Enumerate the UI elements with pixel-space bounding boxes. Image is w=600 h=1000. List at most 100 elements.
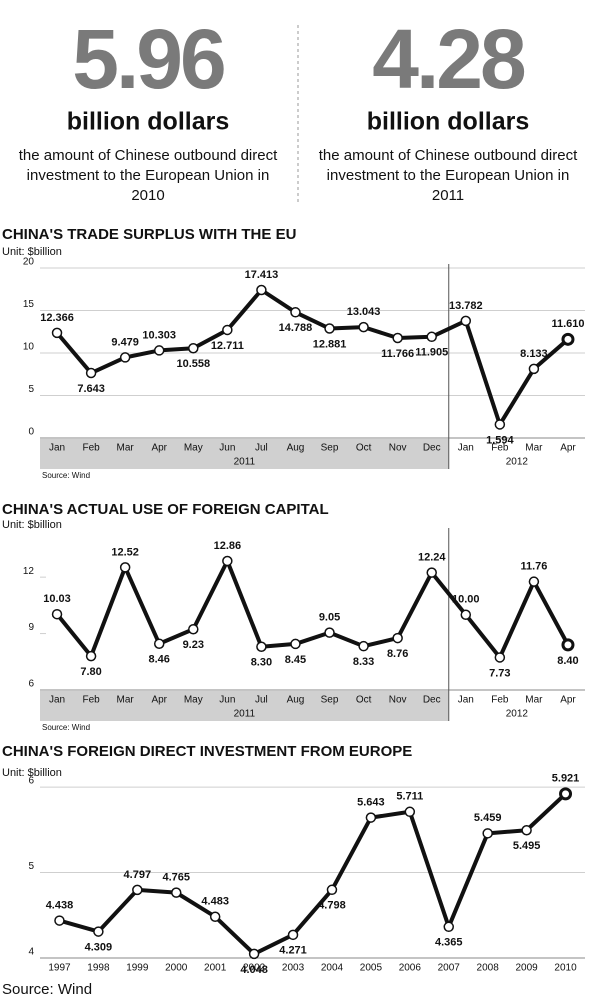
source: Source: Wind <box>42 723 90 732</box>
x-tick-label: Mar <box>525 695 543 706</box>
x-tick-label: Mar <box>117 443 135 454</box>
x-tick-label: Feb <box>82 443 100 454</box>
value-label: 1.594 <box>486 434 514 446</box>
data-point <box>358 321 369 333</box>
value-label: 10.00 <box>452 594 480 606</box>
data-point <box>559 787 573 801</box>
data-point <box>153 638 165 649</box>
data-point <box>256 641 267 652</box>
data-point <box>222 324 233 336</box>
x-tick-label: 2002 <box>243 963 266 974</box>
data-point <box>494 419 506 430</box>
value-label: 8.33 <box>353 656 374 668</box>
y-tick-label: 0 <box>28 427 34 438</box>
value-label: 12.881 <box>313 338 347 350</box>
value-label: 7.643 <box>77 383 105 395</box>
y-axis-label: Unit: $billion <box>2 246 62 258</box>
data-point <box>324 323 335 334</box>
value-label: 4.365 <box>435 937 463 949</box>
value-label: 9.23 <box>183 639 204 651</box>
data-point <box>392 332 403 344</box>
x-tick-label: Dec <box>423 443 441 454</box>
value-label: 4.797 <box>124 869 152 881</box>
x-tick-label: Sep <box>321 443 339 454</box>
data-point <box>561 332 575 346</box>
x-tick-label: Jul <box>255 443 268 454</box>
data-point <box>528 576 540 587</box>
y-tick-label: 9 <box>28 622 34 633</box>
data-point <box>482 828 493 839</box>
y-axis-label: Unit: $billion <box>2 519 62 531</box>
x-tick-label: Oct <box>356 443 372 454</box>
data-point <box>188 623 199 635</box>
stat-unit: billion dollars <box>67 108 230 136</box>
x-tick-label: Jul <box>255 695 268 706</box>
data-point <box>365 812 377 823</box>
value-label: 5.643 <box>357 797 385 809</box>
x-tick-label: 2000 <box>165 963 188 974</box>
x-tick-label: 2004 <box>321 963 344 974</box>
data-point <box>85 367 97 379</box>
stat-unit: billion dollars <box>367 108 530 136</box>
x-tick-label: 2001 <box>204 963 227 974</box>
data-point <box>528 363 540 375</box>
stat-description: the amount of Chinese outbound direct <box>19 147 278 164</box>
value-label: 10.303 <box>142 329 176 341</box>
data-point <box>153 345 165 356</box>
source: Source: Wind <box>2 981 92 998</box>
value-label: 8.40 <box>557 655 578 667</box>
y-tick-label: 5 <box>28 861 34 872</box>
data-point <box>358 640 369 652</box>
x-tick-label: 2008 <box>477 963 500 974</box>
x-tick-label: 1997 <box>48 963 71 974</box>
value-label: 4.765 <box>162 872 190 884</box>
x-tick-label: 2007 <box>438 963 461 974</box>
value-label: 5.711 <box>396 791 423 803</box>
value-label: 10.03 <box>43 593 71 605</box>
data-point <box>51 608 63 620</box>
data-point <box>443 921 454 933</box>
data-point <box>93 926 104 937</box>
value-label: 8.133 <box>520 348 548 360</box>
x-tick-label: Jun <box>219 443 235 454</box>
y-axis-label: Unit: $billion <box>2 767 62 779</box>
y-tick-label: 10 <box>23 342 35 353</box>
data-point <box>132 884 143 896</box>
x-tick-label: 1999 <box>126 963 149 974</box>
data-point <box>287 929 299 941</box>
data-point <box>256 284 267 296</box>
data-line <box>58 792 567 956</box>
value-label: 4.438 <box>46 899 74 911</box>
value-label: 12.52 <box>111 546 139 558</box>
x-tick-label: Aug <box>287 443 305 454</box>
data-point <box>119 352 131 363</box>
group-label: 2011 <box>234 709 256 720</box>
y-tick-label: 6 <box>28 679 34 690</box>
value-label: 5.921 <box>552 773 580 785</box>
y-tick-label: 4 <box>28 947 34 958</box>
value-label: 7.80 <box>80 666 101 678</box>
data-point <box>392 632 403 644</box>
value-label: 8.76 <box>387 648 408 660</box>
value-label: 11.610 <box>551 318 584 330</box>
group-label: 2012 <box>506 457 529 468</box>
stat-description: investment to the European Union in <box>327 167 570 184</box>
value-label: 4.309 <box>85 942 113 954</box>
value-label: 12.86 <box>214 540 242 552</box>
value-label: 11.76 <box>520 561 547 573</box>
x-tick-label: Feb <box>82 695 100 706</box>
value-label: 12.366 <box>40 312 74 324</box>
data-point <box>460 315 472 327</box>
x-tick-label: May <box>184 443 203 454</box>
value-label: 11.766 <box>381 348 414 360</box>
x-tick-label: Jan <box>458 443 474 454</box>
value-label: 10.558 <box>176 358 210 370</box>
data-point <box>119 562 131 573</box>
data-point <box>248 948 260 960</box>
data-point <box>460 609 472 621</box>
x-tick-label: Dec <box>423 695 441 706</box>
value-label: 5.459 <box>474 812 502 824</box>
data-point <box>561 638 575 652</box>
x-tick-label: Apr <box>560 443 576 454</box>
value-label: 9.05 <box>319 612 340 624</box>
